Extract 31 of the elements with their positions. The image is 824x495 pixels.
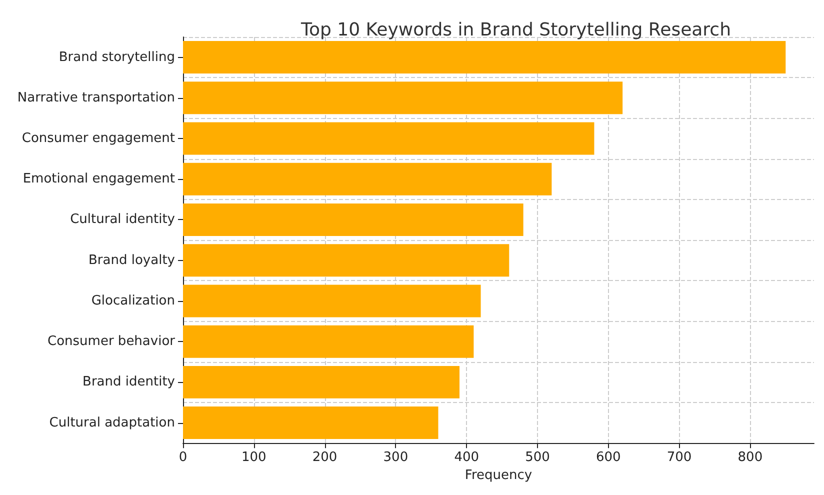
chart-title: Top 10 Keywords in Brand Storytelling Research (300, 20, 731, 40)
x-tick-label: 300 (383, 450, 408, 466)
y-tick-label: Consumer behavior (48, 334, 176, 350)
x-tick-label: 100 (241, 450, 266, 466)
bar (183, 162, 552, 196)
y-tick-label: Cultural identity (70, 212, 176, 228)
x-tick-label: 600 (596, 450, 621, 466)
x-tick-label: 0 (178, 450, 188, 466)
x-tick-label: 700 (666, 450, 692, 466)
bar (183, 82, 623, 114)
x-tick-label: 400 (454, 450, 480, 466)
bar (183, 244, 510, 277)
bar (183, 406, 438, 440)
bar (183, 325, 474, 358)
y-tick-label: Brand loyalty (88, 252, 176, 268)
bar (183, 204, 524, 236)
bar (183, 122, 594, 155)
x-axis-title: Frequency (464, 468, 532, 483)
y-tick-label: Consumer engagement (22, 131, 175, 146)
bar (183, 284, 481, 318)
bar (183, 366, 460, 398)
bar (183, 41, 786, 74)
x-tick-label: 200 (312, 450, 338, 466)
y-tick-label: Brand identity (82, 374, 176, 390)
x-tick-label: 500 (525, 450, 550, 466)
y-tick-label: Narrative transportation (17, 90, 175, 106)
y-tick-label: Brand storytelling (58, 50, 175, 65)
y-tick-label: Emotional engagement (22, 172, 175, 187)
x-tick-label: 800 (738, 450, 763, 466)
y-tick-label: Cultural adaptation (49, 415, 175, 430)
y-tick-label: Glocalization (91, 293, 175, 308)
